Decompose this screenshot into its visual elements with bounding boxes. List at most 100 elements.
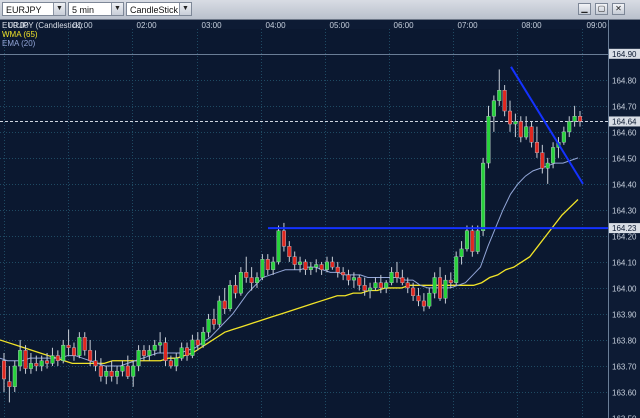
maximize-icon[interactable]: ▢ (595, 3, 608, 15)
price-marker (609, 223, 640, 234)
candle-body (55, 355, 60, 361)
candle-body (551, 147, 556, 164)
candle-body (572, 116, 577, 122)
candle-body (411, 287, 416, 296)
price-tick-label: 164.70 (612, 103, 637, 112)
candle-body (23, 350, 28, 369)
price-axis: 164.90 164.80 164.70 164.60 164.50 164.40 164.… (608, 20, 640, 418)
candle-body (518, 121, 523, 138)
candle-body (115, 370, 120, 377)
price-tick-label: 164.60 (612, 129, 637, 138)
price-tick-label: 163.50 (612, 415, 637, 418)
price-tick-label: 164.50 (612, 155, 637, 164)
time-tick-label: 00:00 (9, 21, 30, 30)
candle-body (384, 282, 389, 289)
price-tick-label: 164.20 (612, 233, 637, 242)
candle-body (357, 277, 362, 286)
price-tick-label: 163.90 (612, 311, 637, 320)
symbol-select[interactable]: EURJPY ▼ (2, 2, 66, 16)
time-tick-label: 04:00 (266, 21, 287, 30)
candle-body (238, 272, 243, 294)
candle-body (464, 230, 469, 250)
candle-body (228, 285, 233, 309)
candle-body (249, 277, 254, 283)
time-tick-label: 05:00 (330, 21, 351, 30)
candle-body (185, 347, 190, 356)
time-tick-label: 03:00 (202, 21, 223, 30)
candle-body (529, 126, 534, 143)
candle-body (163, 342, 168, 361)
candle-body (66, 344, 71, 348)
candle-body (475, 230, 480, 252)
candle-body (233, 285, 238, 294)
price-tick-label: 164.40 (612, 181, 637, 190)
candle-body (2, 360, 6, 380)
candle-body (335, 266, 340, 273)
chevron-down-icon[interactable]: ▼ (179, 3, 191, 15)
candle-body (567, 121, 572, 133)
candle-body (195, 339, 200, 346)
chart-legend: EURJPY (Candlestick) WMA (65) EMA (20) (2, 21, 83, 48)
candle-body (125, 365, 130, 377)
candle-body (158, 342, 163, 346)
candle-body (281, 230, 286, 247)
candle-body (534, 142, 539, 153)
interval-select[interactable]: 5 min ▼ (68, 2, 124, 16)
minimize-icon[interactable]: ▁ (578, 3, 591, 15)
candle-body (190, 339, 195, 356)
candle-body (368, 287, 373, 291)
candle-body (179, 347, 184, 359)
candle-body (432, 277, 437, 294)
time-tick-label: 02:00 (137, 21, 158, 30)
time-tick-label: 01:00 (73, 21, 94, 30)
price-axis-panel (608, 20, 640, 418)
candle-body (217, 300, 222, 325)
close-icon[interactable]: ✕ (612, 3, 625, 15)
candle-body (448, 279, 453, 283)
price-tick-label: 164.80 (612, 77, 637, 86)
chart-grid (0, 20, 608, 418)
symbol-value: EURJPY (6, 5, 42, 15)
candle-body (12, 365, 17, 387)
candle-body (28, 363, 33, 369)
candle-body (82, 337, 87, 351)
legend-wma: WMA (65) (2, 30, 38, 39)
time-tick-label: 09:00 (587, 21, 608, 30)
candle-body (222, 300, 227, 309)
candle-body (174, 357, 179, 367)
candle-body (308, 266, 313, 270)
candle-body (578, 116, 583, 122)
price-tick-label: 164.10 (612, 259, 637, 268)
chart-style-value: CandleStick (130, 5, 179, 15)
candle-body (98, 365, 103, 377)
candle-body (201, 331, 206, 346)
candle-body (378, 282, 383, 289)
candle-body (524, 126, 529, 138)
candle-body (260, 259, 265, 278)
candle-body (400, 277, 405, 283)
candle-body (131, 365, 136, 377)
candle-body (314, 264, 319, 268)
candlestick-series (2, 69, 583, 403)
chart-toolbar: EURJPY ▼ 5 min ▼ CandleStick ▼ ▁ ▢ ✕ (0, 0, 640, 20)
time-axis: 00:00 01:00 02:00 03:00 04:00 05:00 06:00 07:00… (0, 20, 608, 30)
legend-main: EURJPY (Candlestick) (2, 21, 83, 30)
candle-body (491, 100, 496, 117)
candle-body (346, 274, 351, 281)
candle-body (136, 350, 141, 367)
price-tick-label: 164.00 (612, 285, 637, 294)
price-tick-label: 163.70 (612, 363, 637, 372)
candle-body (394, 272, 399, 278)
price-tick-label: 163.80 (612, 337, 637, 346)
candle-body (141, 350, 146, 356)
candle-body (486, 116, 491, 164)
candle-body (7, 381, 12, 387)
price-tick-label: 163.60 (612, 389, 637, 398)
candle-body (211, 318, 216, 325)
candle-body (39, 360, 44, 367)
candle-body (152, 344, 157, 351)
chevron-down-icon[interactable]: ▼ (111, 3, 123, 15)
chart-style-select[interactable]: CandleStick ▼ (126, 2, 192, 16)
chevron-down-icon[interactable]: ▼ (53, 3, 65, 15)
